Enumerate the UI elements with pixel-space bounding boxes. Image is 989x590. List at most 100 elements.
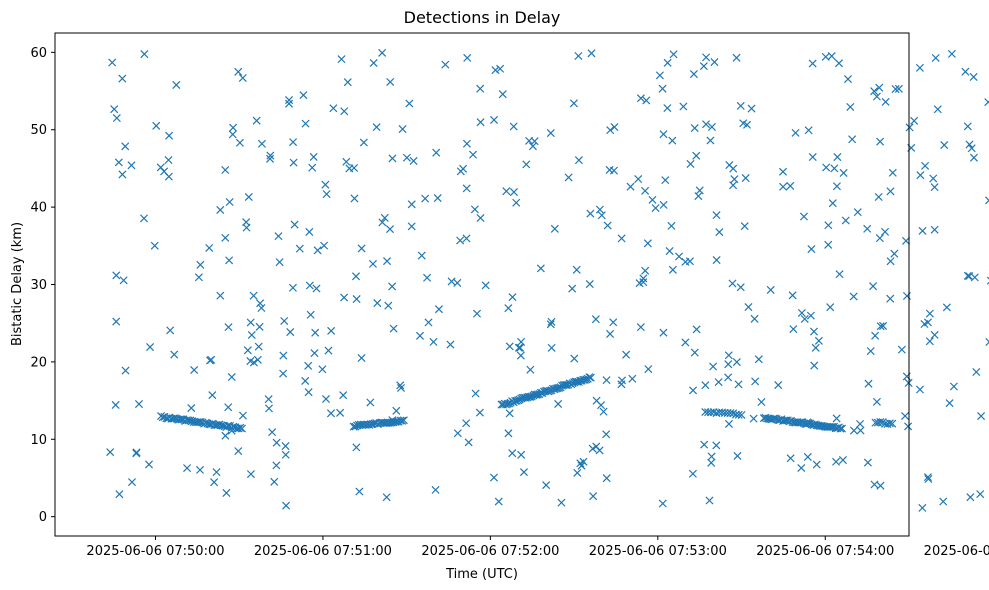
data-point <box>462 234 471 243</box>
data-point <box>587 49 596 58</box>
data-point <box>229 123 238 132</box>
data-point <box>249 358 258 367</box>
data-point <box>826 303 835 312</box>
data-point <box>522 160 531 169</box>
data-point <box>246 470 255 479</box>
data-point <box>788 291 797 300</box>
data-point <box>807 245 816 254</box>
data-point <box>509 122 518 131</box>
data-point <box>257 139 266 148</box>
data-point <box>969 153 978 162</box>
data-point <box>843 75 853 84</box>
data-point <box>918 503 927 512</box>
data-point <box>398 416 407 425</box>
data-point <box>366 398 375 407</box>
data-point <box>609 166 619 175</box>
plot-frame <box>54 32 910 537</box>
data-point <box>824 221 833 230</box>
data-point <box>577 461 586 470</box>
data-point <box>429 337 438 346</box>
data-point <box>635 279 644 288</box>
data-point <box>808 59 817 68</box>
data-point <box>609 318 618 327</box>
data-point <box>709 362 718 371</box>
data-point <box>925 309 934 318</box>
data-point <box>572 265 581 274</box>
data-point <box>324 346 333 355</box>
data-point <box>757 397 766 407</box>
data-point <box>509 188 518 197</box>
y-tick-label: 60 <box>30 46 47 61</box>
data-point <box>254 342 263 351</box>
data-point <box>641 266 650 275</box>
data-point <box>253 355 262 364</box>
data-point <box>916 171 925 180</box>
data-point <box>519 468 528 477</box>
data-point <box>870 87 879 96</box>
data-point <box>170 350 179 359</box>
data-point <box>195 465 205 474</box>
data-point <box>766 285 775 294</box>
data-point <box>872 397 881 406</box>
data-point <box>710 58 719 67</box>
data-point <box>112 317 121 326</box>
data-point <box>585 373 594 382</box>
data-point <box>897 345 906 354</box>
data-point <box>279 351 288 360</box>
y-tick-label: 20 <box>30 355 47 370</box>
data-point <box>244 192 253 202</box>
data-point <box>905 123 914 132</box>
data-point <box>876 322 885 331</box>
data-point <box>779 182 788 191</box>
data-point <box>728 279 737 288</box>
data-point <box>490 115 499 124</box>
x-axis-ticks: 2025-06-06 07:50:00 2025-06-06 07:51:00 20… <box>86 536 989 559</box>
data-point <box>310 349 319 358</box>
data-point <box>714 378 723 387</box>
data-point <box>785 417 794 426</box>
data-point <box>864 379 873 388</box>
data-point <box>216 291 225 300</box>
data-point <box>326 409 336 418</box>
data-point <box>212 468 221 477</box>
data-point <box>747 104 756 113</box>
data-point <box>834 59 844 68</box>
data-point <box>434 305 443 314</box>
data-point <box>589 492 598 501</box>
data-point <box>329 104 338 113</box>
data-point <box>550 224 559 233</box>
data-point <box>357 353 366 363</box>
data-point <box>754 355 763 364</box>
data-point <box>799 212 808 221</box>
data-point <box>112 271 121 280</box>
data-point <box>321 394 331 404</box>
data-point <box>121 142 130 151</box>
data-point <box>659 328 668 337</box>
data-point <box>350 163 359 172</box>
data-point <box>221 166 230 175</box>
data-point <box>106 448 115 457</box>
data-point <box>234 424 243 433</box>
data-point <box>265 154 275 163</box>
data-point <box>284 99 294 108</box>
data-point <box>689 386 698 395</box>
data-point <box>626 182 635 191</box>
data-point <box>110 105 119 114</box>
data-point <box>965 140 974 149</box>
data-point <box>190 365 199 375</box>
data-point <box>828 199 837 208</box>
data-point <box>288 283 297 292</box>
data-point <box>554 399 563 408</box>
data-point <box>606 126 615 135</box>
data-point <box>628 374 637 383</box>
data-point <box>669 50 678 59</box>
data-point <box>508 449 517 458</box>
data-point <box>863 458 872 467</box>
data-point <box>542 481 551 490</box>
data-point <box>636 323 645 332</box>
data-point <box>740 222 749 231</box>
data-point <box>724 373 733 382</box>
data-point <box>352 295 361 304</box>
data-point <box>462 184 471 193</box>
data-point <box>741 174 750 183</box>
